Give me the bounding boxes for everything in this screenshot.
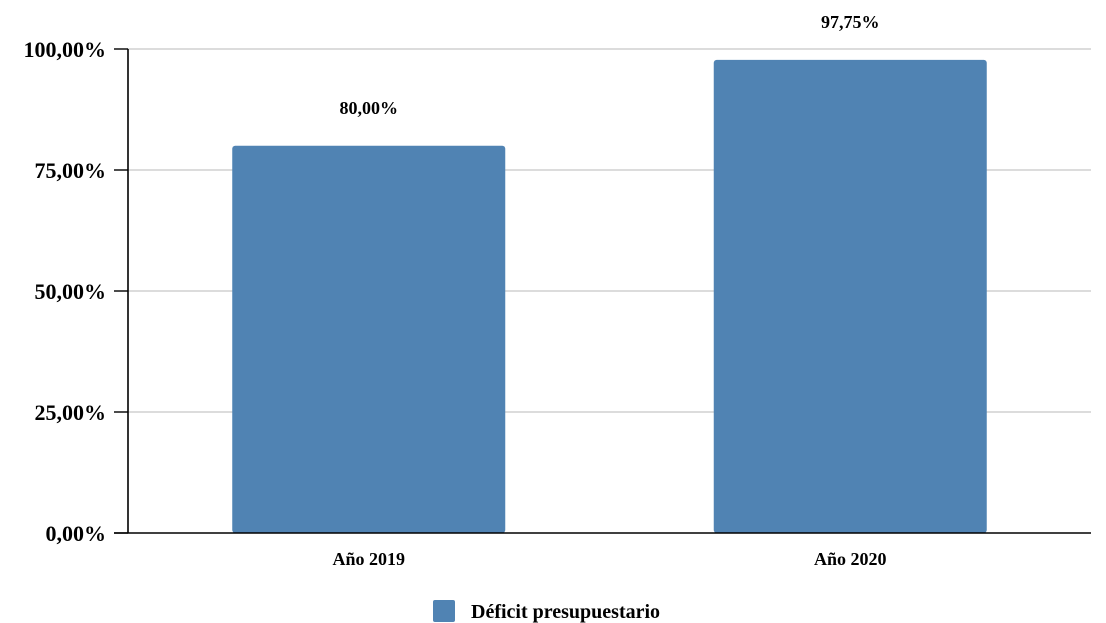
y-tick-label: 100,00% xyxy=(24,37,107,62)
legend-swatch xyxy=(433,600,455,622)
bars xyxy=(232,59,987,534)
y-tick-label: 75,00% xyxy=(35,158,107,183)
y-tick-label: 25,00% xyxy=(35,400,107,425)
labels: 0,00% 25,00% 50,00% 75,00% 100,00% 80,00% Año … xyxy=(24,12,887,569)
x-tick-label: Año 2020 xyxy=(814,549,887,569)
bar xyxy=(232,145,506,534)
y-tick-label: 50,00% xyxy=(35,279,107,304)
bar xyxy=(713,59,987,533)
data-label: 97,75% xyxy=(821,12,880,32)
legend-label: Déficit presupuestario xyxy=(471,601,660,623)
axes xyxy=(114,48,1091,534)
y-tick-label: 0,00% xyxy=(46,521,107,546)
legend: Déficit presupuestario xyxy=(433,600,660,623)
data-label: 80,00% xyxy=(340,98,399,118)
x-tick-label: Año 2019 xyxy=(332,549,405,569)
